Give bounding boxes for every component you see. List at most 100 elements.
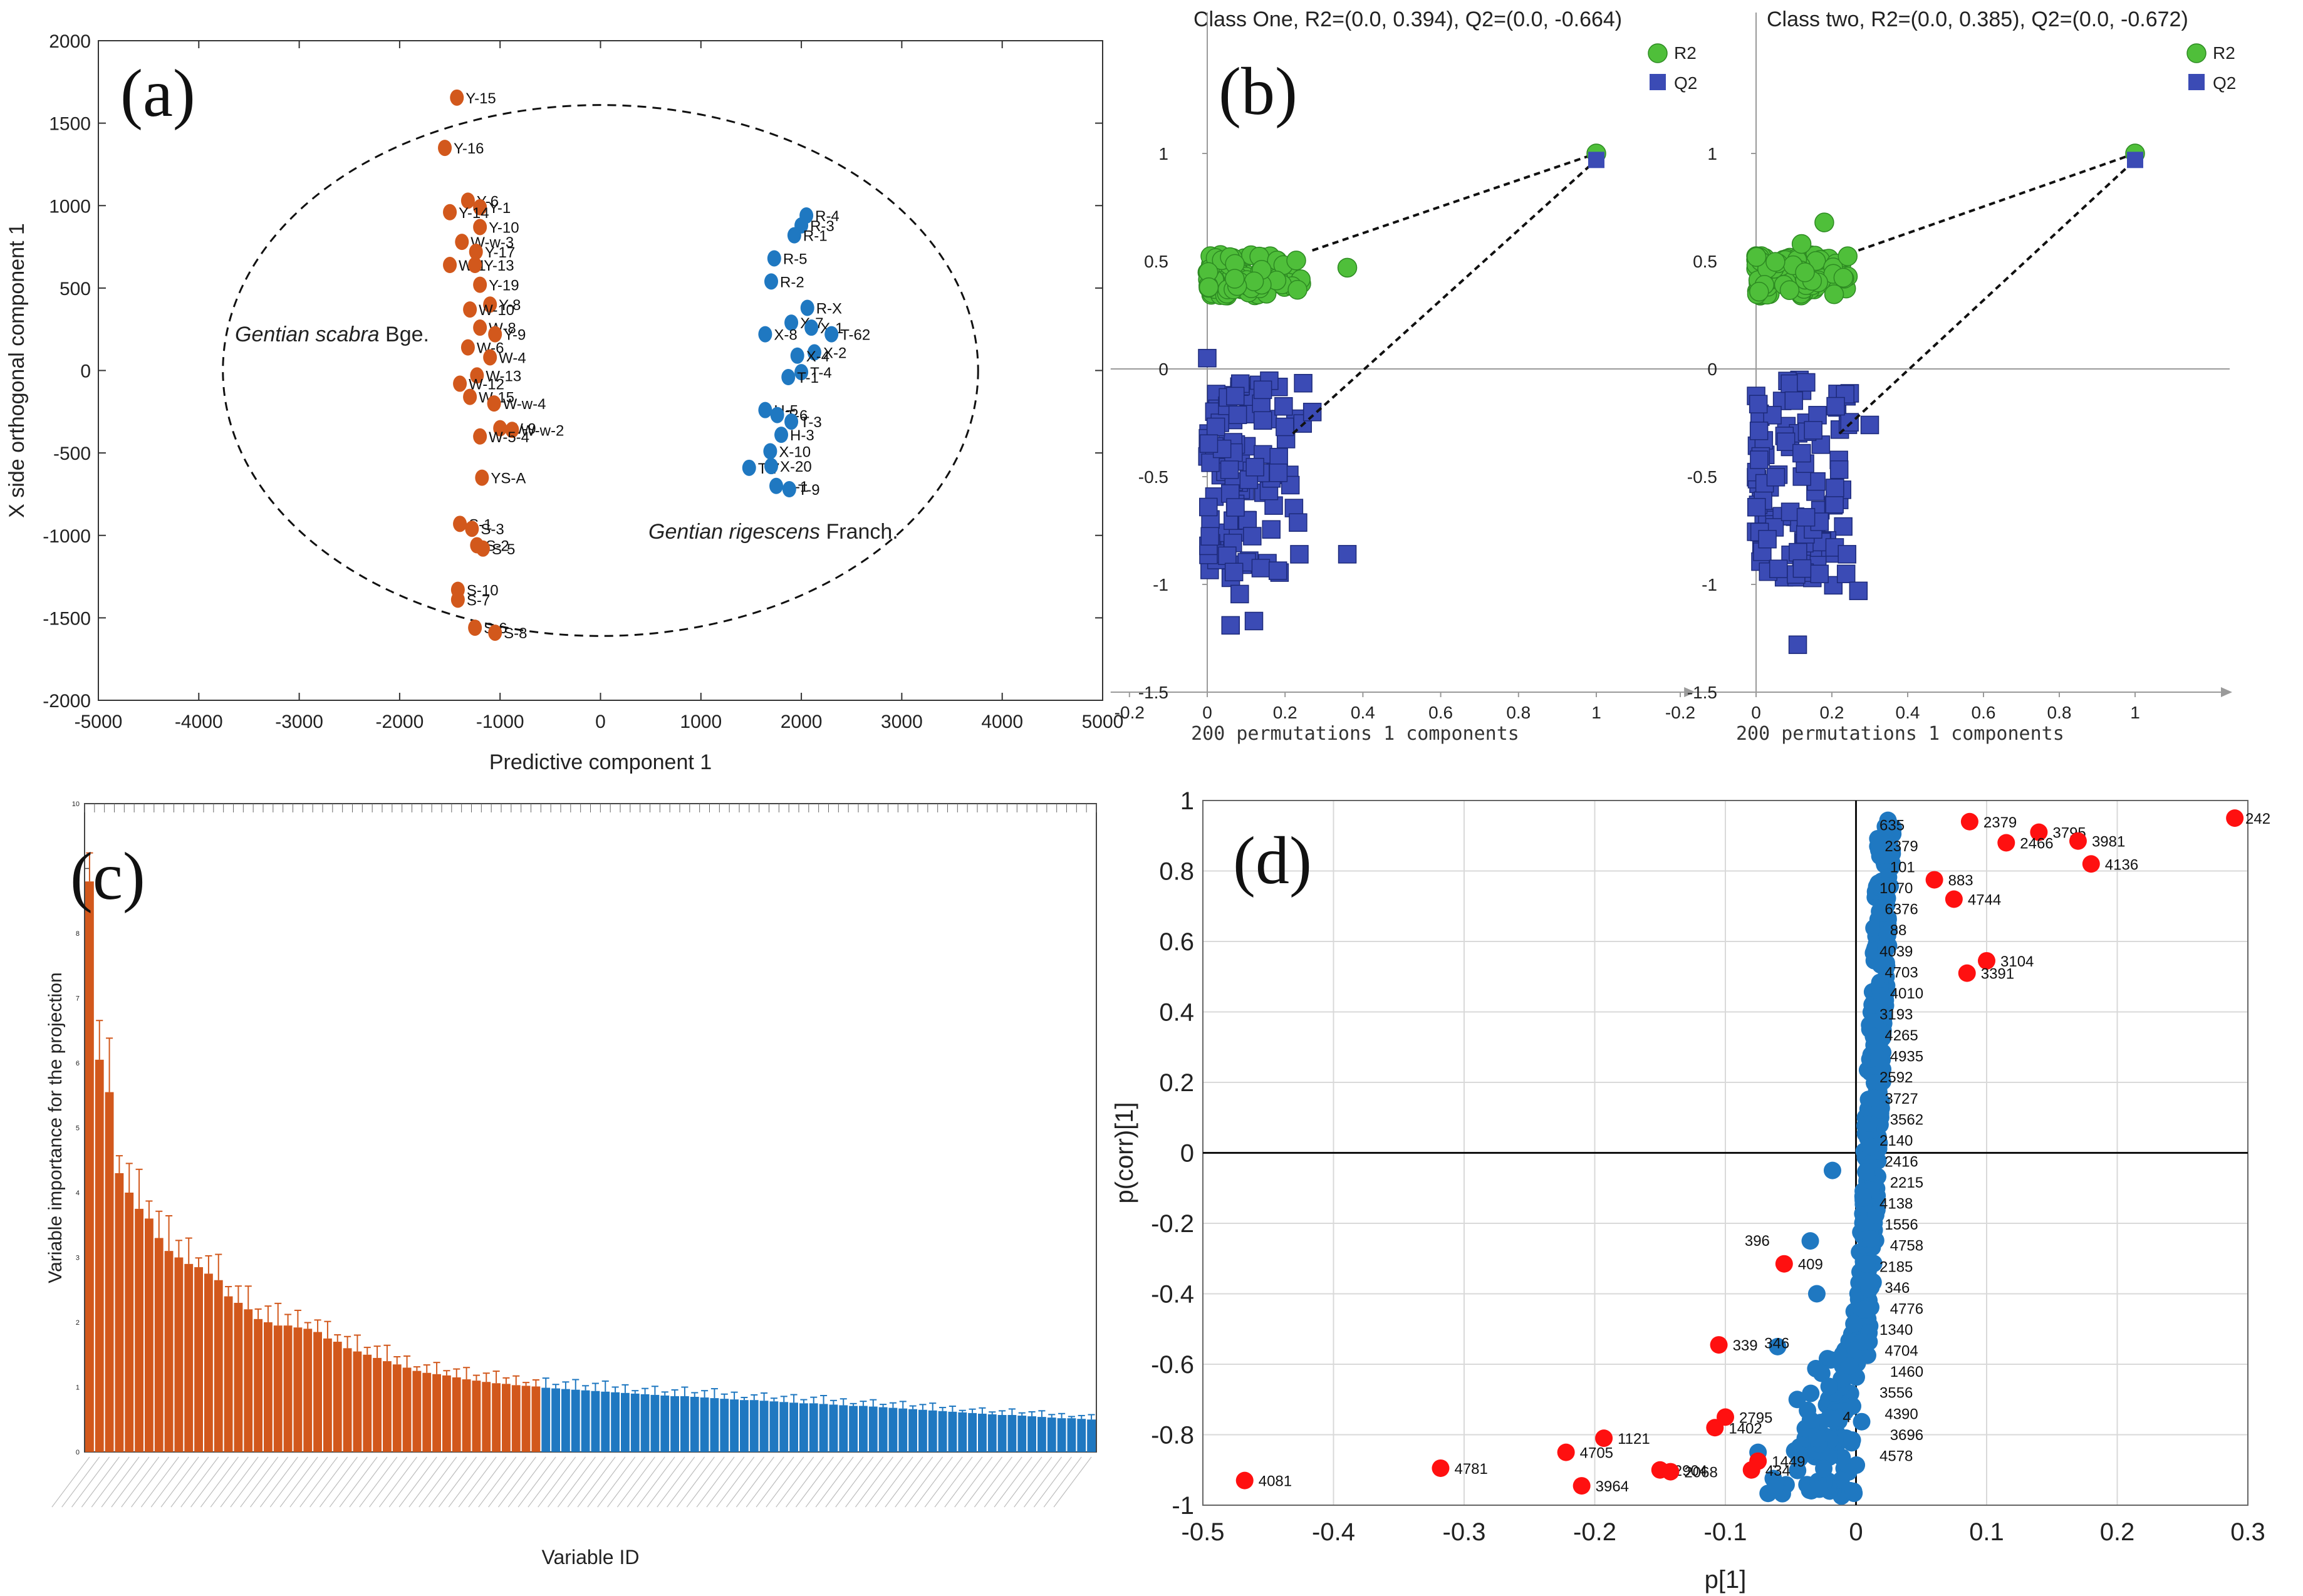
- panel-b-r2-circle: [1791, 234, 1812, 254]
- panel-c-variable-id-tick: [616, 1456, 655, 1508]
- panel-c-ytick-label: 10: [72, 801, 80, 808]
- panel-c-bar: [502, 1384, 511, 1452]
- panel-d-variable-label: 1340: [1879, 1322, 1913, 1339]
- panel-d-highlighted-label: 1402: [1729, 1420, 1762, 1437]
- panel-c-variable-id-tick: [329, 1456, 368, 1508]
- panel-c-variable-id-tick: [91, 1456, 130, 1508]
- panel-c-variable-id-tick: [538, 1456, 576, 1508]
- panel-d-highlighted-point: [2030, 823, 2048, 841]
- panel-c-bar: [313, 1332, 322, 1452]
- panel-c-variable-id-tick: [1033, 1456, 1072, 1508]
- panel-d-variable-point: [1845, 1315, 1863, 1333]
- panel-d-variable-point: [1871, 956, 1890, 974]
- panel-c-bar: [581, 1390, 590, 1452]
- panel-d-highlighted-label: 2795: [1739, 1409, 1772, 1426]
- panel-c-bar: [333, 1342, 342, 1452]
- panel-a-point: [800, 299, 814, 316]
- panel-b-ytick-label: 0: [1158, 360, 1168, 379]
- panel-c-variable-id-tick: [944, 1456, 983, 1508]
- panel-c-bar: [650, 1394, 660, 1452]
- panel-a-xtick-label: 1000: [680, 712, 722, 732]
- panel-d-highlighted-point: [1661, 1463, 1680, 1481]
- panel-c-bar: [829, 1404, 838, 1452]
- panel-c-bar: [164, 1251, 174, 1452]
- panel-d-variable-point: [1865, 1089, 1883, 1107]
- panel-c-bar: [184, 1263, 194, 1452]
- panel-a-point: [453, 516, 467, 532]
- panel-b-q2-square: [1810, 564, 1829, 584]
- panel-c-variable-id-tick: [954, 1456, 993, 1508]
- panel-c-variable-id-tick: [597, 1456, 636, 1508]
- panel-b-ytick-label: -0.5: [1687, 467, 1717, 487]
- panel-d-variable-label: 4578: [1879, 1448, 1913, 1464]
- panel-a: -5000 -4000 -3000 -2000 -1000 0 1000 2000 3000 40…: [5, 31, 1123, 774]
- panel-b-q2-square: [1269, 464, 1288, 482]
- panel-a-point: [782, 481, 796, 498]
- panel-a-xtick-label: 3000: [881, 712, 923, 732]
- panel-c-variable-id-tick: [924, 1456, 963, 1508]
- panel-b-xtick-label: 0.4: [1351, 703, 1375, 722]
- panel-b-xtick-label: 0.6: [1972, 703, 1996, 722]
- panel-c-variable-id-tick: [548, 1456, 586, 1508]
- panel-b-q2-square: [1224, 562, 1244, 582]
- panel-c-bar: [918, 1409, 927, 1452]
- panel-c-variable-id-tick: [637, 1456, 675, 1508]
- panel-c-variable-id-tick: [676, 1456, 715, 1508]
- panel-a-point: [468, 257, 482, 274]
- panel-d-variable-label: 4935: [1890, 1049, 1923, 1065]
- panel-c-bar: [601, 1391, 610, 1452]
- panel-d-variable-label: 3696: [1890, 1427, 1923, 1444]
- panel-d-highlighted-label: 2904: [1674, 1463, 1707, 1479]
- panel-c-bar: [264, 1322, 273, 1452]
- panel-d-variable-label: 1556: [1885, 1216, 1918, 1233]
- panel-b-q2-square: [1198, 497, 1218, 517]
- panel-d-highlighted-label: 4081: [1259, 1473, 1292, 1490]
- panel-d-variable-point: [1877, 940, 1895, 958]
- panel-a-point: [790, 347, 804, 364]
- panel-c-bar: [194, 1267, 203, 1452]
- panel-a-point: [784, 413, 799, 430]
- panel-c-variable-id-tick: [319, 1456, 358, 1508]
- panel-a-point: [476, 540, 490, 557]
- panel-c-variable-id-tick: [964, 1456, 1003, 1508]
- panel-c-ytick-label: 5: [76, 1125, 80, 1132]
- panel-a-point: [455, 234, 469, 251]
- panel-c-variable-id-tick: [230, 1456, 269, 1508]
- panel-c-bar: [373, 1357, 382, 1452]
- panel-b-xtick-label: 0.4: [1896, 703, 1920, 722]
- panel-d-letter: (d): [1233, 824, 1312, 898]
- panel-d-variable-label: 2416: [1885, 1153, 1918, 1170]
- panel-c-bar: [1047, 1417, 1056, 1452]
- panel-c-bar: [730, 1399, 739, 1452]
- panel-b-q2-square: [1220, 460, 1239, 479]
- panel-a-ytick-label: -2000: [43, 691, 91, 712]
- panel-c-variable-id-tick: [81, 1456, 120, 1508]
- panel-c-bar: [521, 1386, 531, 1452]
- panel-b-legend-r2-marker: [2186, 43, 2207, 63]
- panel-a-point: [787, 227, 801, 244]
- panel-d-variable-label: 3193: [1879, 1006, 1913, 1023]
- panel-c-bar: [85, 881, 94, 1452]
- panel-b-xlabel: 200 permutations 1 components: [1191, 723, 1519, 745]
- panel-d-variable-point: [1833, 1448, 1851, 1466]
- panel-c-variable-id-tick: [349, 1456, 388, 1508]
- panel-b-legend-q2-marker: [1650, 74, 1666, 90]
- panel-b-ytick-label: -1.5: [1687, 683, 1717, 702]
- panel-a-xtick-label: -2000: [376, 712, 424, 732]
- panel-b-q2-square: [1849, 581, 1868, 601]
- panel-c-variable-id-tick: [776, 1456, 814, 1508]
- panel-a-point: [465, 521, 479, 537]
- panel-d-variable-point: [1820, 1377, 1838, 1396]
- panel-c-variable-id-tick: [1043, 1456, 1082, 1508]
- panel-b-q2-square: [1836, 564, 1856, 584]
- panel-d-xtick-label: 0.3: [2230, 1518, 2265, 1546]
- panel-d-highlighted-point: [1557, 1443, 1575, 1461]
- panel-d-xtick-label: 0: [1849, 1518, 1863, 1546]
- panel-c-variable-id-tick: [398, 1456, 437, 1508]
- panel-b-q2-square: [1796, 508, 1816, 527]
- panel-c-variable-id-tick: [1053, 1456, 1092, 1508]
- panel-d-variable-label: 2379: [1885, 838, 1918, 855]
- panel-c-bar: [769, 1401, 779, 1452]
- panel-b-q2-square: [1269, 448, 1288, 467]
- panel-c-variable-id-tick: [557, 1456, 596, 1508]
